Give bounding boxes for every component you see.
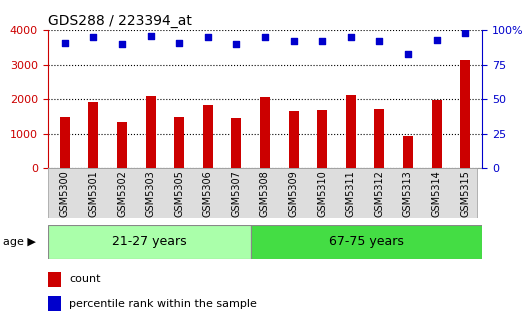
Text: GSM5315: GSM5315 [460, 171, 470, 217]
Text: GSM5307: GSM5307 [232, 171, 241, 217]
Text: GSM5309: GSM5309 [289, 171, 298, 217]
Point [60, 40, 69, 45]
Text: GSM5301: GSM5301 [89, 171, 99, 217]
Text: GSM5311: GSM5311 [346, 171, 356, 217]
Point [146, 33, 155, 38]
Bar [317, 110, 327, 168]
Point [375, 39, 384, 44]
Text: age ▶: age ▶ [3, 237, 36, 247]
Text: GSM5308: GSM5308 [260, 171, 270, 217]
Bar [232, 118, 241, 168]
Point [318, 39, 326, 44]
Text: GSM5306: GSM5306 [203, 171, 213, 217]
Point [289, 39, 298, 44]
Point [118, 41, 126, 47]
Bar [289, 111, 298, 168]
Point [261, 35, 269, 40]
Text: GSM5305: GSM5305 [174, 171, 184, 217]
Bar [117, 122, 127, 168]
Point [461, 30, 470, 36]
Text: GSM5302: GSM5302 [117, 171, 127, 217]
Point [232, 41, 241, 47]
Bar [146, 96, 156, 168]
Point [204, 35, 212, 40]
Point [347, 35, 355, 40]
Text: GSM5303: GSM5303 [146, 171, 156, 217]
Bar [60, 117, 70, 168]
Text: GSM5300: GSM5300 [60, 171, 70, 217]
Text: percentile rank within the sample: percentile rank within the sample [69, 299, 257, 308]
Bar [260, 97, 270, 168]
Text: GSM5310: GSM5310 [317, 171, 327, 217]
Bar [460, 60, 470, 168]
Point [432, 37, 441, 43]
Text: count: count [69, 275, 101, 284]
Bar [431, 100, 441, 168]
Text: GSM5312: GSM5312 [374, 171, 384, 217]
Bar [203, 105, 213, 168]
Bar [174, 117, 184, 168]
Point [175, 40, 183, 45]
Point [89, 35, 98, 40]
Bar [89, 102, 99, 168]
Bar [251, 225, 482, 259]
Text: 67-75 years: 67-75 years [329, 236, 404, 248]
Text: GDS288 / 223394_at: GDS288 / 223394_at [48, 14, 191, 28]
Bar [374, 110, 384, 168]
Bar [48, 225, 251, 259]
Bar [346, 95, 356, 168]
Text: GSM5314: GSM5314 [431, 171, 441, 217]
Bar [48, 272, 61, 287]
Text: GSM5313: GSM5313 [403, 171, 413, 217]
Bar [403, 136, 413, 168]
Bar [48, 296, 61, 311]
Point [404, 51, 412, 56]
Text: 21-27 years: 21-27 years [112, 236, 187, 248]
